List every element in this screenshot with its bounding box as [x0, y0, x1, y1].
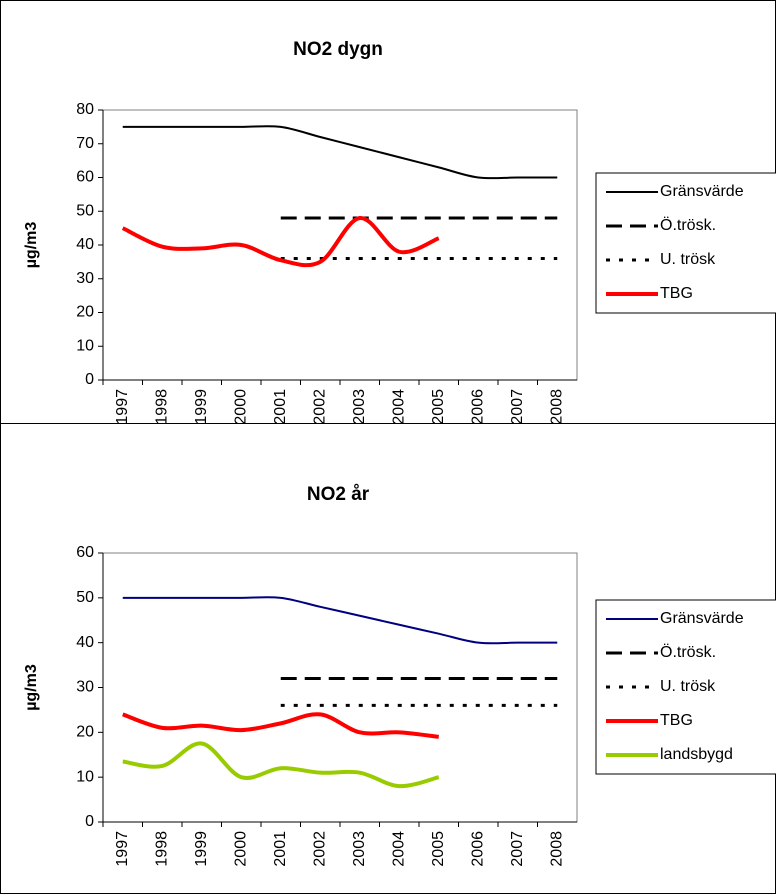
legend-label: landsbygd	[660, 746, 733, 763]
x-tick-label: 2001	[272, 389, 289, 425]
plot-area	[102, 109, 578, 381]
x-tick-label: 2007	[509, 831, 526, 867]
x-tick-label: 1997	[114, 389, 131, 425]
y-tick-label: 0	[85, 371, 94, 388]
y-tick-label: 80	[76, 101, 94, 118]
plot-area	[102, 552, 578, 823]
x-tick-label: 2006	[469, 831, 486, 867]
x-tick-label: 2008	[548, 831, 565, 867]
chart-title: NO2 dygn	[293, 39, 383, 60]
y-tick-label: 50	[76, 202, 94, 219]
legend-box	[595, 599, 776, 775]
x-tick-label: 2000	[232, 831, 249, 867]
y-tick-label: 10	[76, 337, 94, 354]
x-tick-label: 2008	[548, 389, 565, 425]
x-tick-label: 2002	[311, 389, 328, 425]
series-line	[122, 712, 439, 739]
x-tick-label: 2003	[351, 831, 368, 867]
x-tick-label: 2003	[351, 389, 368, 425]
x-tick-label: 2005	[430, 389, 447, 425]
legend-label: TBG	[660, 285, 693, 302]
legend-label: TBG	[660, 712, 693, 729]
y-tick-label: 40	[76, 634, 94, 651]
y-tick-label: 0	[85, 813, 94, 830]
series-line	[121, 216, 440, 268]
y-tick-label: 60	[76, 544, 94, 561]
y-tick-label: 50	[76, 589, 94, 606]
legend-box	[595, 172, 776, 314]
y-axis-label: µg/m3	[23, 664, 40, 711]
legend-label: Gränsvärde	[660, 183, 744, 200]
x-tick-label: 1999	[193, 831, 210, 867]
y-tick-label: 60	[76, 169, 94, 186]
x-tick-label: 2005	[430, 831, 447, 867]
x-tick-label: 1998	[153, 389, 170, 425]
y-tick-label: 20	[76, 724, 94, 741]
legend-label: U. trösk	[660, 251, 716, 268]
x-tick-label: 1999	[193, 389, 210, 425]
y-tick-label: 20	[76, 304, 94, 321]
legend-label: Ö.trösk.	[660, 216, 716, 234]
x-tick-label: 2001	[272, 831, 289, 867]
y-tick-label: 30	[76, 679, 94, 696]
x-tick-label: 2004	[390, 389, 407, 425]
x-tick-label: 2004	[390, 831, 407, 867]
x-tick-label: 1998	[153, 831, 170, 867]
legend-label: Ö.trösk.	[660, 643, 716, 661]
x-tick-label: 1997	[114, 831, 131, 867]
y-axis-label: µg/m3	[23, 222, 40, 269]
x-tick-label: 2002	[311, 831, 328, 867]
series-line	[122, 741, 440, 789]
series-line	[122, 125, 558, 180]
x-tick-label: 2006	[469, 389, 486, 425]
x-tick-label: 2007	[509, 389, 526, 425]
y-tick-label: 70	[76, 135, 94, 152]
legend-label: Gränsvärde	[660, 610, 744, 627]
y-tick-label: 40	[76, 236, 94, 253]
chart-title: NO2 år	[307, 484, 370, 505]
legend-label: U. trösk	[660, 678, 716, 695]
x-tick-label: 2000	[232, 389, 249, 425]
y-tick-label: 30	[76, 270, 94, 287]
series-line	[122, 596, 558, 645]
y-tick-label: 10	[76, 768, 94, 785]
